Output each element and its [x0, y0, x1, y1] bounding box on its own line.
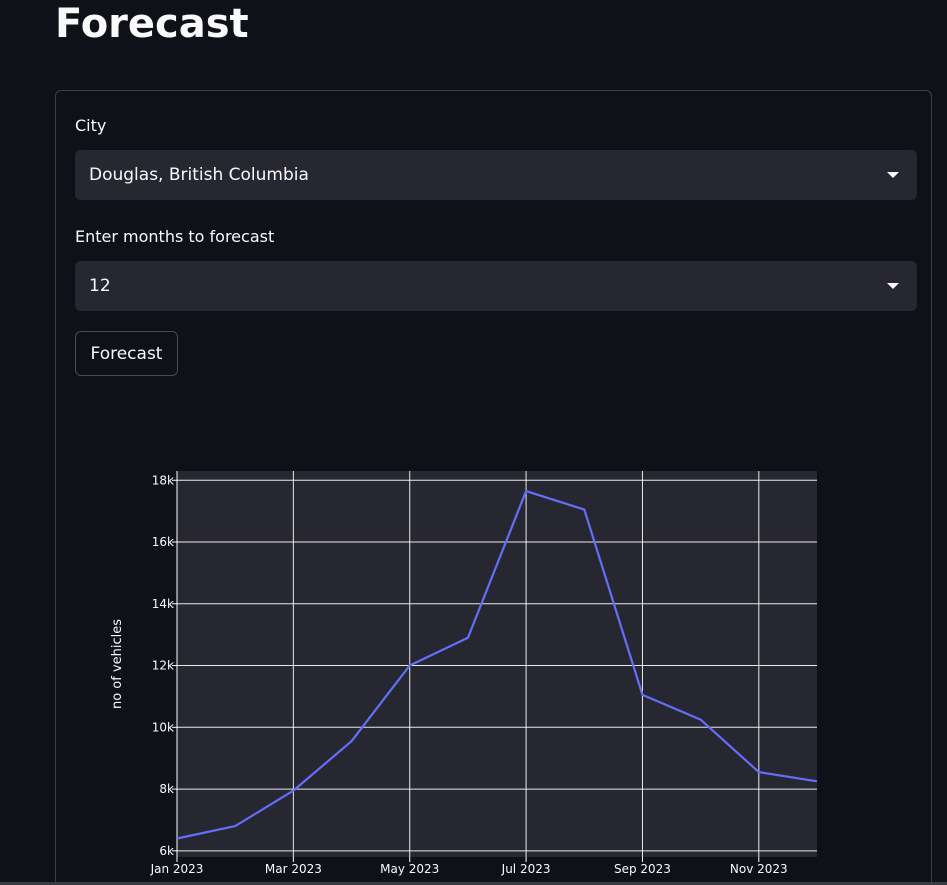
- chevron-down-icon: [887, 172, 899, 178]
- x-tick-label: Jul 2023: [501, 862, 551, 876]
- page-title: Forecast: [55, 1, 249, 47]
- months-select[interactable]: 12: [75, 261, 917, 311]
- bottom-border: [0, 882, 947, 885]
- x-tick-label: Nov 2023: [730, 862, 788, 876]
- city-select[interactable]: Douglas, British Columbia: [75, 150, 917, 200]
- y-tick-label: 8k: [159, 782, 174, 796]
- months-label: Enter months to forecast: [75, 227, 275, 246]
- city-label: City: [75, 116, 107, 135]
- city-select-value: Douglas, British Columbia: [89, 165, 309, 185]
- y-tick-label: 14k: [152, 597, 174, 611]
- y-tick-label: 18k: [152, 473, 174, 487]
- x-tick-label: Mar 2023: [265, 862, 322, 876]
- y-tick-label: 10k: [152, 720, 174, 734]
- forecast-form: [55, 90, 932, 885]
- forecast-button[interactable]: Forecast: [75, 331, 178, 376]
- plot-area: [177, 471, 817, 857]
- x-tick-label: May 2023: [380, 862, 439, 876]
- months-select-value: 12: [89, 276, 111, 296]
- x-tick-label: Jan 2023: [150, 862, 204, 876]
- y-tick-label: 12k: [152, 659, 174, 673]
- x-tick-label: Sep 2023: [614, 862, 671, 876]
- chevron-down-icon: [887, 283, 899, 289]
- y-tick-label: 6k: [159, 844, 174, 858]
- forecast-line-chart: 6k 8k 10k 12k 14k 16k 18k Jan 2023 Mar 2023 May 2…: [110, 471, 818, 876]
- y-axis-title: no of vehicles: [110, 619, 125, 709]
- y-tick-label: 16k: [152, 535, 174, 549]
- series-line: [176, 490, 818, 840]
